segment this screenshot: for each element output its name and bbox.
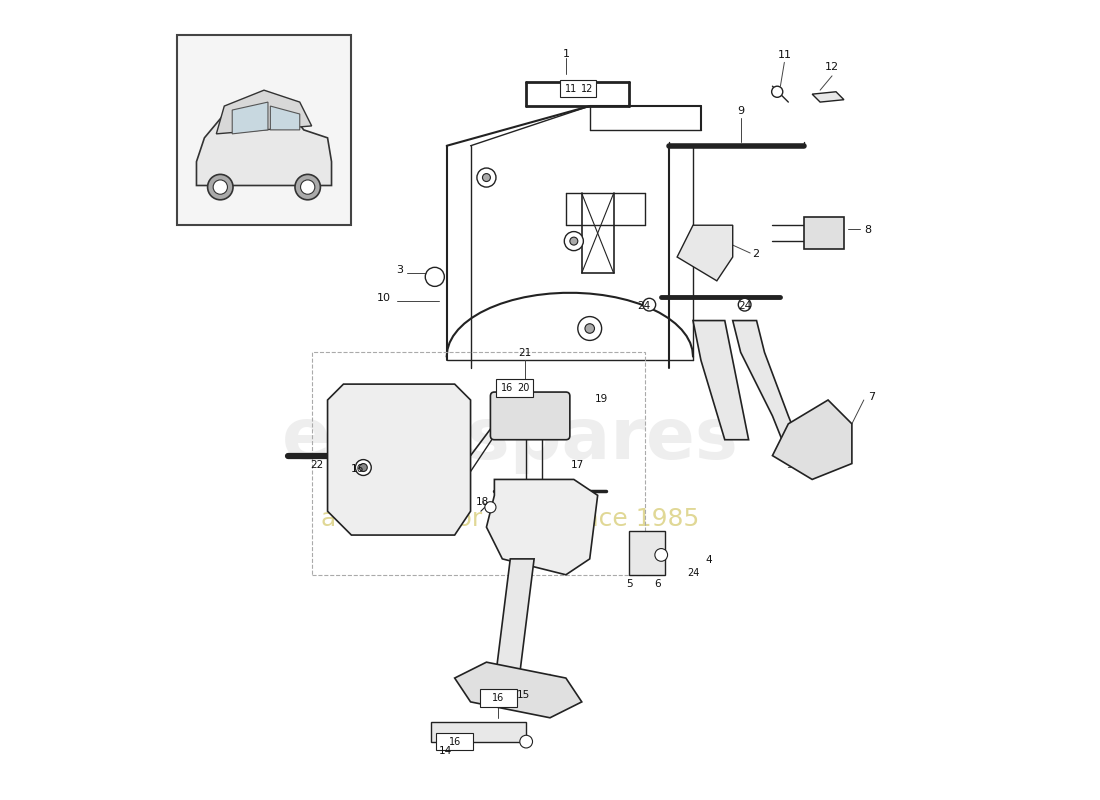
Circle shape xyxy=(642,298,656,311)
Text: 16: 16 xyxy=(449,737,461,746)
Text: eurospares: eurospares xyxy=(282,406,739,474)
Bar xyxy=(177,34,351,226)
Text: 17: 17 xyxy=(571,459,584,470)
Bar xyxy=(496,379,532,397)
Text: 6: 6 xyxy=(653,578,661,589)
Circle shape xyxy=(295,174,320,200)
Circle shape xyxy=(355,459,372,475)
Circle shape xyxy=(578,317,602,341)
Circle shape xyxy=(449,735,461,748)
Text: 12: 12 xyxy=(825,62,839,72)
Text: 19: 19 xyxy=(595,394,608,403)
Circle shape xyxy=(738,298,751,311)
FancyBboxPatch shape xyxy=(491,392,570,440)
Polygon shape xyxy=(454,662,582,718)
Text: 1: 1 xyxy=(562,50,570,59)
Polygon shape xyxy=(733,321,804,456)
Circle shape xyxy=(477,168,496,187)
Text: 4: 4 xyxy=(705,555,712,565)
Text: 2: 2 xyxy=(752,249,760,259)
Circle shape xyxy=(208,174,233,200)
Text: 11: 11 xyxy=(778,50,791,60)
Text: 20: 20 xyxy=(518,383,530,393)
Text: 5: 5 xyxy=(626,578,632,589)
Text: 24: 24 xyxy=(686,568,700,578)
Text: a passion for parts since 1985: a passion for parts since 1985 xyxy=(321,507,700,531)
Text: 15: 15 xyxy=(517,690,530,700)
Bar xyxy=(311,352,646,574)
Bar xyxy=(480,689,517,706)
Circle shape xyxy=(585,324,594,334)
Circle shape xyxy=(528,410,540,422)
Circle shape xyxy=(520,735,532,748)
Text: 7: 7 xyxy=(868,392,875,402)
Polygon shape xyxy=(678,226,733,281)
Polygon shape xyxy=(772,400,851,479)
Circle shape xyxy=(360,463,367,471)
Bar xyxy=(431,722,526,742)
Polygon shape xyxy=(232,102,268,134)
Polygon shape xyxy=(693,321,749,440)
Polygon shape xyxy=(217,90,311,134)
Polygon shape xyxy=(494,559,535,686)
Circle shape xyxy=(654,549,668,562)
Bar xyxy=(560,80,596,98)
Circle shape xyxy=(772,86,783,98)
Circle shape xyxy=(483,174,491,182)
Text: 14: 14 xyxy=(439,746,452,755)
Bar xyxy=(629,531,666,574)
Text: 8: 8 xyxy=(864,225,871,235)
Polygon shape xyxy=(271,106,300,130)
Text: 22: 22 xyxy=(310,459,323,470)
Text: 24: 24 xyxy=(637,301,650,310)
Polygon shape xyxy=(328,384,471,535)
Polygon shape xyxy=(486,479,597,574)
Text: 24: 24 xyxy=(738,301,751,310)
Circle shape xyxy=(564,231,583,250)
Text: 11: 11 xyxy=(564,83,576,94)
Bar xyxy=(437,733,473,750)
Polygon shape xyxy=(812,92,844,102)
Circle shape xyxy=(485,502,496,513)
Text: 3: 3 xyxy=(396,265,403,275)
Circle shape xyxy=(300,180,315,194)
Text: 10: 10 xyxy=(377,293,392,302)
Circle shape xyxy=(570,237,578,245)
Polygon shape xyxy=(197,106,331,186)
Text: 16: 16 xyxy=(492,693,505,703)
Text: 12: 12 xyxy=(581,83,594,94)
Polygon shape xyxy=(804,218,844,249)
Circle shape xyxy=(213,180,228,194)
Text: 18: 18 xyxy=(476,497,490,507)
Circle shape xyxy=(426,267,444,286)
Text: 21: 21 xyxy=(518,348,531,358)
Text: 9: 9 xyxy=(737,106,745,116)
Text: 16: 16 xyxy=(500,383,514,393)
Text: 16: 16 xyxy=(351,463,364,474)
